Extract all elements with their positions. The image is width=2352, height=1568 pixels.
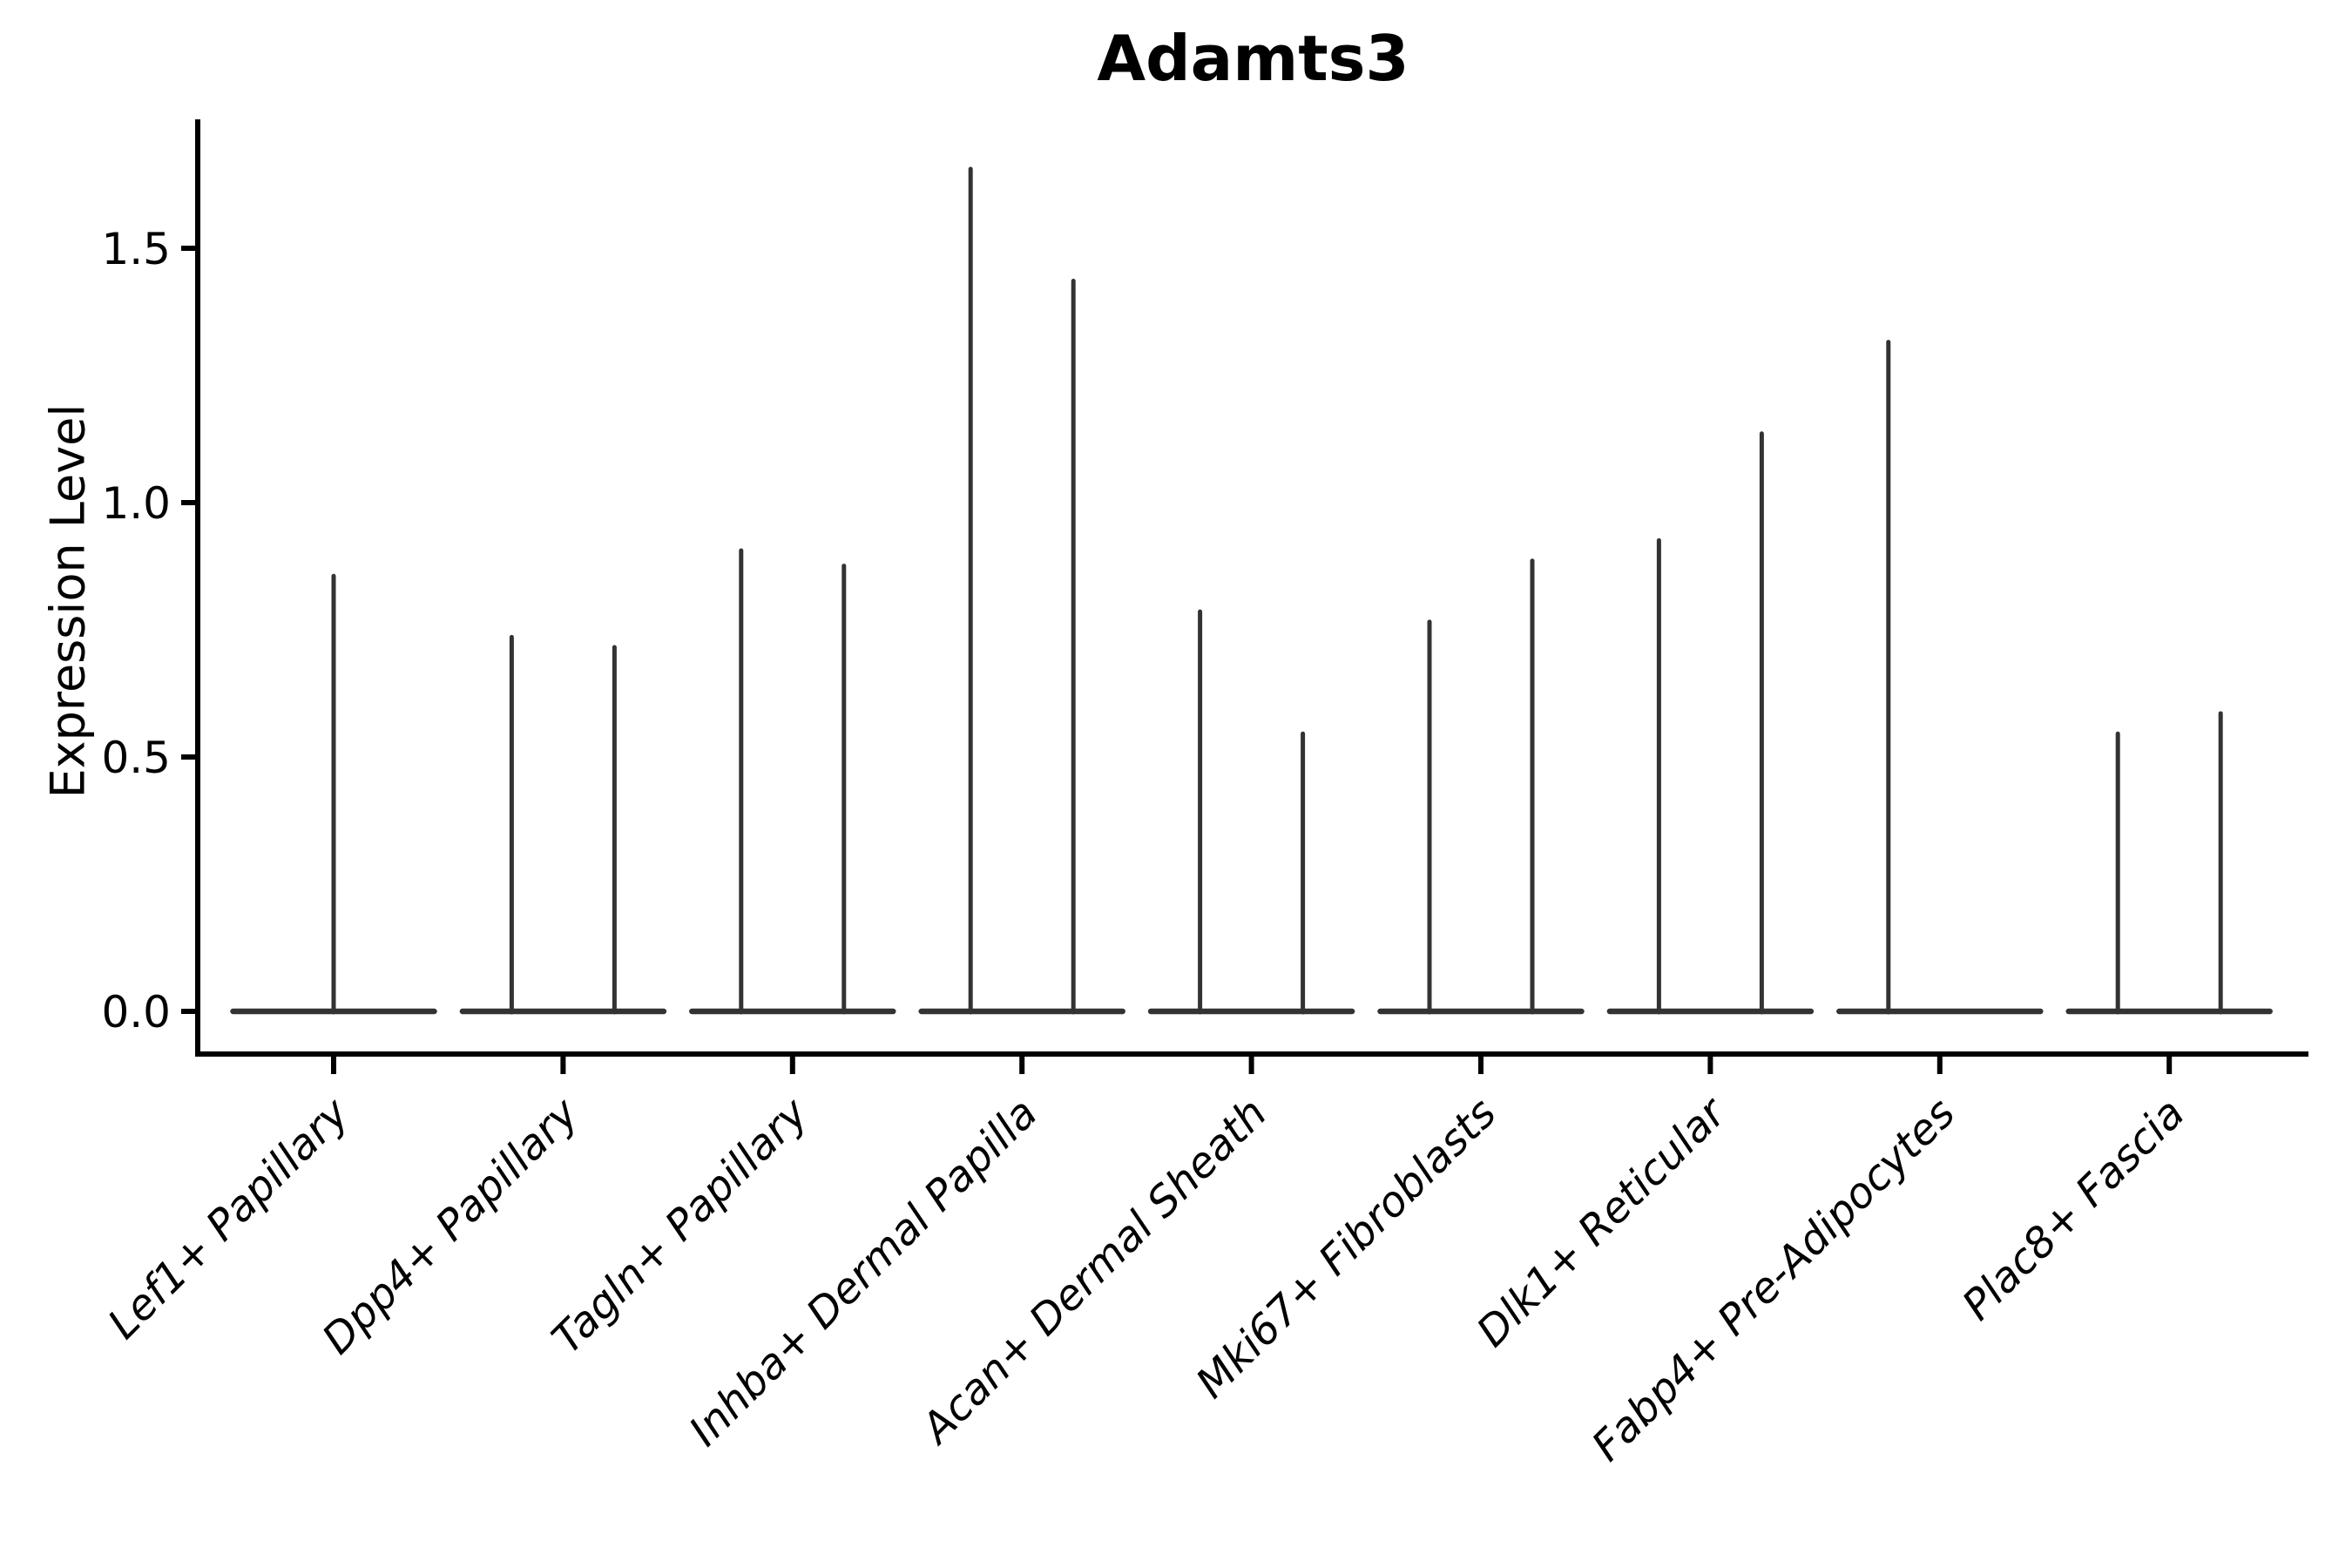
chart-title: Adamts3 [1097, 22, 1409, 95]
axes-layer [181, 119, 2308, 1074]
x-tick-label: Tagln+ Papillary [543, 1088, 818, 1363]
violin-group [1606, 431, 1815, 1015]
y-tick-label: 0.5 [101, 733, 171, 783]
y-tick-label: 0.0 [101, 987, 171, 1037]
violins-layer [230, 166, 2273, 1015]
violin-group [918, 166, 1125, 1015]
y-tick-label: 1.0 [101, 478, 171, 529]
y-tick-label: 1.5 [101, 224, 171, 274]
violin-group [1836, 340, 2044, 1015]
violin-group [2065, 711, 2273, 1015]
x-tick-label: Dlk1+ Reticular [1468, 1087, 1738, 1357]
violin-group [459, 634, 667, 1015]
violin-group [1377, 558, 1585, 1015]
violin-group [1147, 609, 1355, 1015]
violin-group [230, 573, 437, 1015]
violin-group [689, 548, 896, 1015]
x-tick-label: Dpp4+ Papillary [313, 1088, 588, 1363]
x-tick-label: Plac8+ Fascia [1953, 1089, 2194, 1330]
x-tick-label: Lef1+ Papillary [98, 1088, 359, 1348]
x-tick-label: Fabp4+ Pre-Adipocytes [1583, 1089, 1965, 1471]
